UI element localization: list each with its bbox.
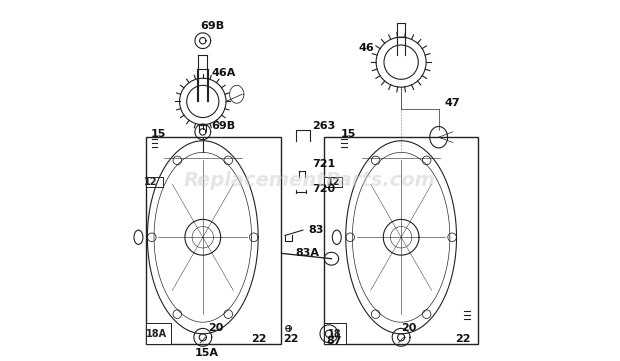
Text: 22: 22 [454,334,470,344]
Text: 18A: 18A [146,329,167,339]
Bar [146,137,281,344]
Text: ReplacementParts.com: ReplacementParts.com [184,171,436,190]
Bar [324,137,478,344]
Text: 12: 12 [327,177,340,187]
Text: 12: 12 [144,177,157,187]
Text: 83A: 83A [296,248,320,258]
Text: 83: 83 [308,225,324,235]
Text: 22: 22 [251,334,267,344]
Text: 15: 15 [340,129,356,139]
Text: 22: 22 [283,334,299,344]
Bar [146,323,170,344]
Text: 15: 15 [151,129,166,139]
Text: 720: 720 [312,184,335,194]
Text: 87: 87 [326,336,342,346]
Text: 46A: 46A [211,68,236,78]
Text: 69B: 69B [200,21,224,31]
Text: 721: 721 [312,159,335,169]
Text: 20: 20 [208,323,224,334]
Text: 46: 46 [358,43,374,53]
Bar [324,177,342,187]
Bar [324,323,346,344]
Text: 15A: 15A [194,348,218,358]
Text: 69B: 69B [211,121,236,131]
Text: 20: 20 [401,323,417,334]
Text: 18: 18 [327,329,341,339]
Text: 263: 263 [312,121,335,131]
Text: 47: 47 [444,98,459,108]
Bar [146,177,164,187]
